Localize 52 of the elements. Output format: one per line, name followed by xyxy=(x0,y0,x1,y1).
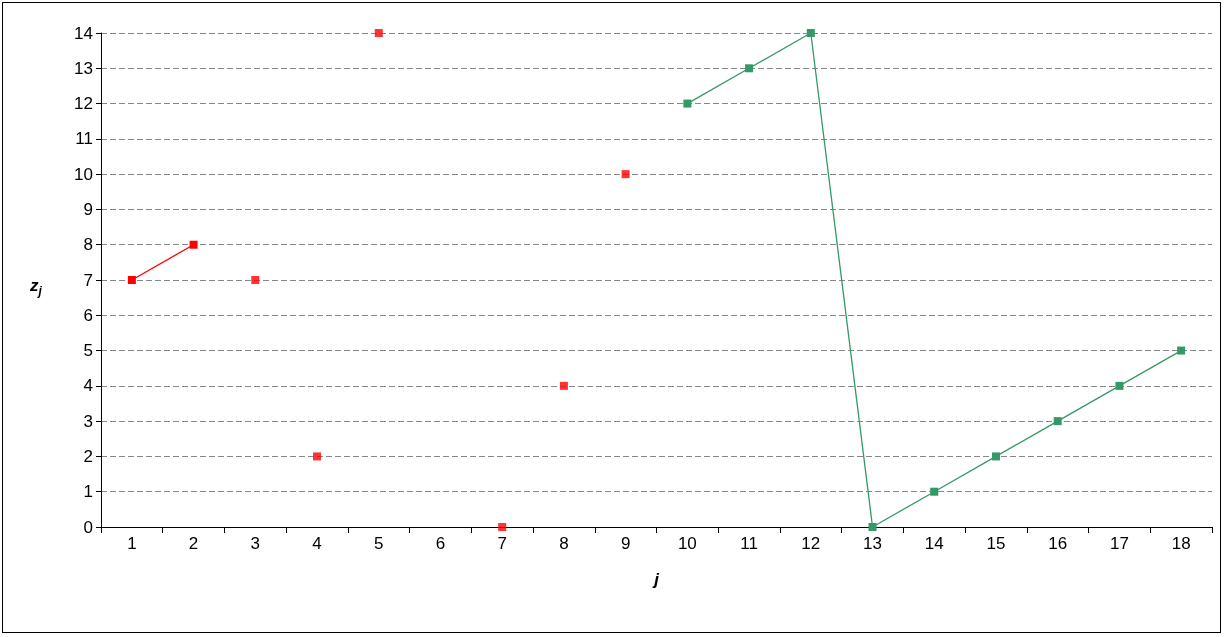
point xyxy=(991,452,1000,461)
x-tick-label: 9 xyxy=(620,534,631,553)
point xyxy=(251,276,260,284)
x-tick-label: 7 xyxy=(497,534,507,553)
y-tick-label: 3 xyxy=(83,411,93,431)
y-axis-title: z$_{j}$ xyxy=(30,276,42,299)
point xyxy=(806,29,815,37)
x-tick-label: 12 xyxy=(801,534,821,553)
x-tick-label: 8 xyxy=(559,534,569,553)
x-tick-label: 15 xyxy=(986,534,1006,553)
point xyxy=(189,240,198,249)
y-tick-label: 8 xyxy=(83,235,93,255)
y-tick-label: 9 xyxy=(83,199,93,219)
x-tick-label: 17 xyxy=(1109,534,1129,553)
y-tick-label: 1 xyxy=(83,482,93,502)
point xyxy=(559,381,568,390)
point xyxy=(374,29,383,37)
x-tick-label: 11 xyxy=(740,534,758,553)
x-tick-label: 4 xyxy=(312,534,322,553)
y-tick-label: 12 xyxy=(74,94,93,114)
x-tick-label: 1 xyxy=(127,534,137,553)
y-tick-label: 13 xyxy=(74,58,93,78)
x-axis-title: j xyxy=(652,570,661,589)
y-tick-label: 0 xyxy=(83,517,93,537)
point xyxy=(313,452,322,461)
x-tick-label: 2 xyxy=(188,534,199,553)
point xyxy=(868,523,877,531)
point xyxy=(745,64,754,73)
y-tick-label: 2 xyxy=(83,446,93,466)
x-tick-label: 14 xyxy=(924,534,944,553)
point xyxy=(683,99,692,108)
y-tick-label: 11 xyxy=(75,129,93,149)
x-tick-label: 18 xyxy=(1171,534,1191,553)
y-tick-label: 6 xyxy=(83,305,93,325)
point xyxy=(127,276,136,284)
point xyxy=(498,523,507,531)
y-tick-label: 7 xyxy=(83,270,93,290)
x-tick-label: 6 xyxy=(435,534,446,553)
x-tick-label: 5 xyxy=(374,534,384,553)
point xyxy=(1115,381,1124,390)
point xyxy=(930,487,939,496)
y-tick-label: 10 xyxy=(74,164,93,184)
x-tick-label: 13 xyxy=(863,534,882,553)
point xyxy=(1177,346,1186,355)
y-tick-label: 5 xyxy=(83,341,93,361)
point xyxy=(621,170,630,179)
x-tick-label: 16 xyxy=(1048,534,1068,553)
y-tick-label: 4 xyxy=(83,376,93,396)
point xyxy=(1053,417,1062,426)
x-tick-label: 10 xyxy=(677,534,697,553)
x-tick-label: 3 xyxy=(250,534,261,553)
y-tick-label: 14 xyxy=(74,23,93,43)
